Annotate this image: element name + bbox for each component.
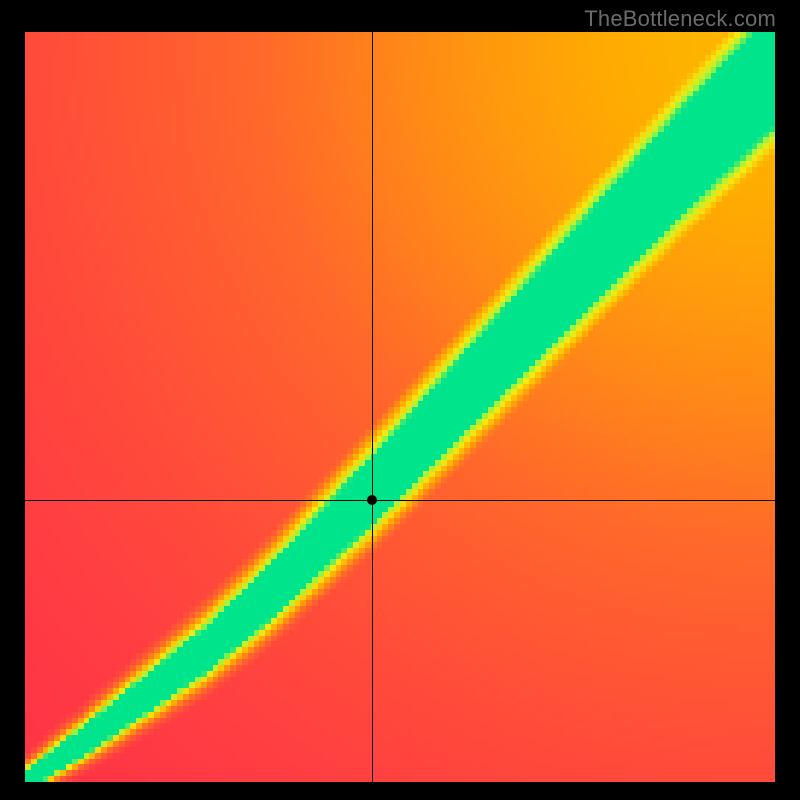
crosshair-horizontal	[25, 500, 775, 501]
chart-frame: TheBottleneck.com	[0, 0, 800, 800]
heatmap-plot	[25, 32, 775, 782]
crosshair-vertical	[372, 32, 373, 782]
heatmap-canvas	[25, 32, 775, 782]
watermark-text: TheBottleneck.com	[584, 6, 776, 32]
crosshair-dot	[367, 495, 377, 505]
